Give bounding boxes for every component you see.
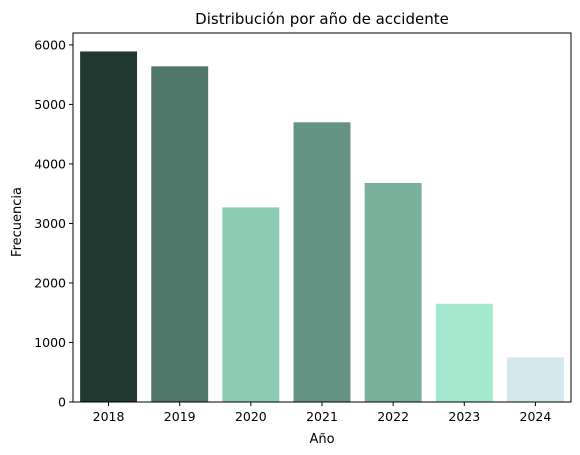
chart-title: Distribución por año de accidente [195,10,449,28]
x-tick-label-2019: 2019 [164,409,196,424]
plot-area: 2018 2019 2020 2021 2022 2023 2024 0 1000 2000 300… [34,32,572,424]
bar-2023 [435,303,493,402]
x-tick-label-2023: 2023 [448,409,480,424]
y-tick-label-2000: 2000 [34,275,66,290]
y-tick-label-1000: 1000 [34,335,66,350]
x-tick-label-2021: 2021 [306,409,338,424]
x-tick-label-2018: 2018 [93,409,125,424]
y-tick-label-4000: 4000 [34,156,66,171]
bar-2021 [293,122,351,402]
y-tick-label-5000: 5000 [34,97,66,112]
y-tick-label-3000: 3000 [34,216,66,231]
x-tick-label-2020: 2020 [235,409,267,424]
x-axis-title: Año [309,432,334,447]
bar-2019 [151,66,209,402]
bar-2022 [364,182,422,402]
y-axis-title: Frecuencia [10,187,25,257]
x-tick-label-2024: 2024 [520,409,552,424]
bar-2024 [506,357,564,402]
bar-2018 [80,51,138,402]
x-tick-label-2022: 2022 [377,409,409,424]
bar-2020 [222,207,280,402]
y-tick-label-6000: 6000 [34,37,66,52]
y-tick-label-0: 0 [58,395,66,410]
